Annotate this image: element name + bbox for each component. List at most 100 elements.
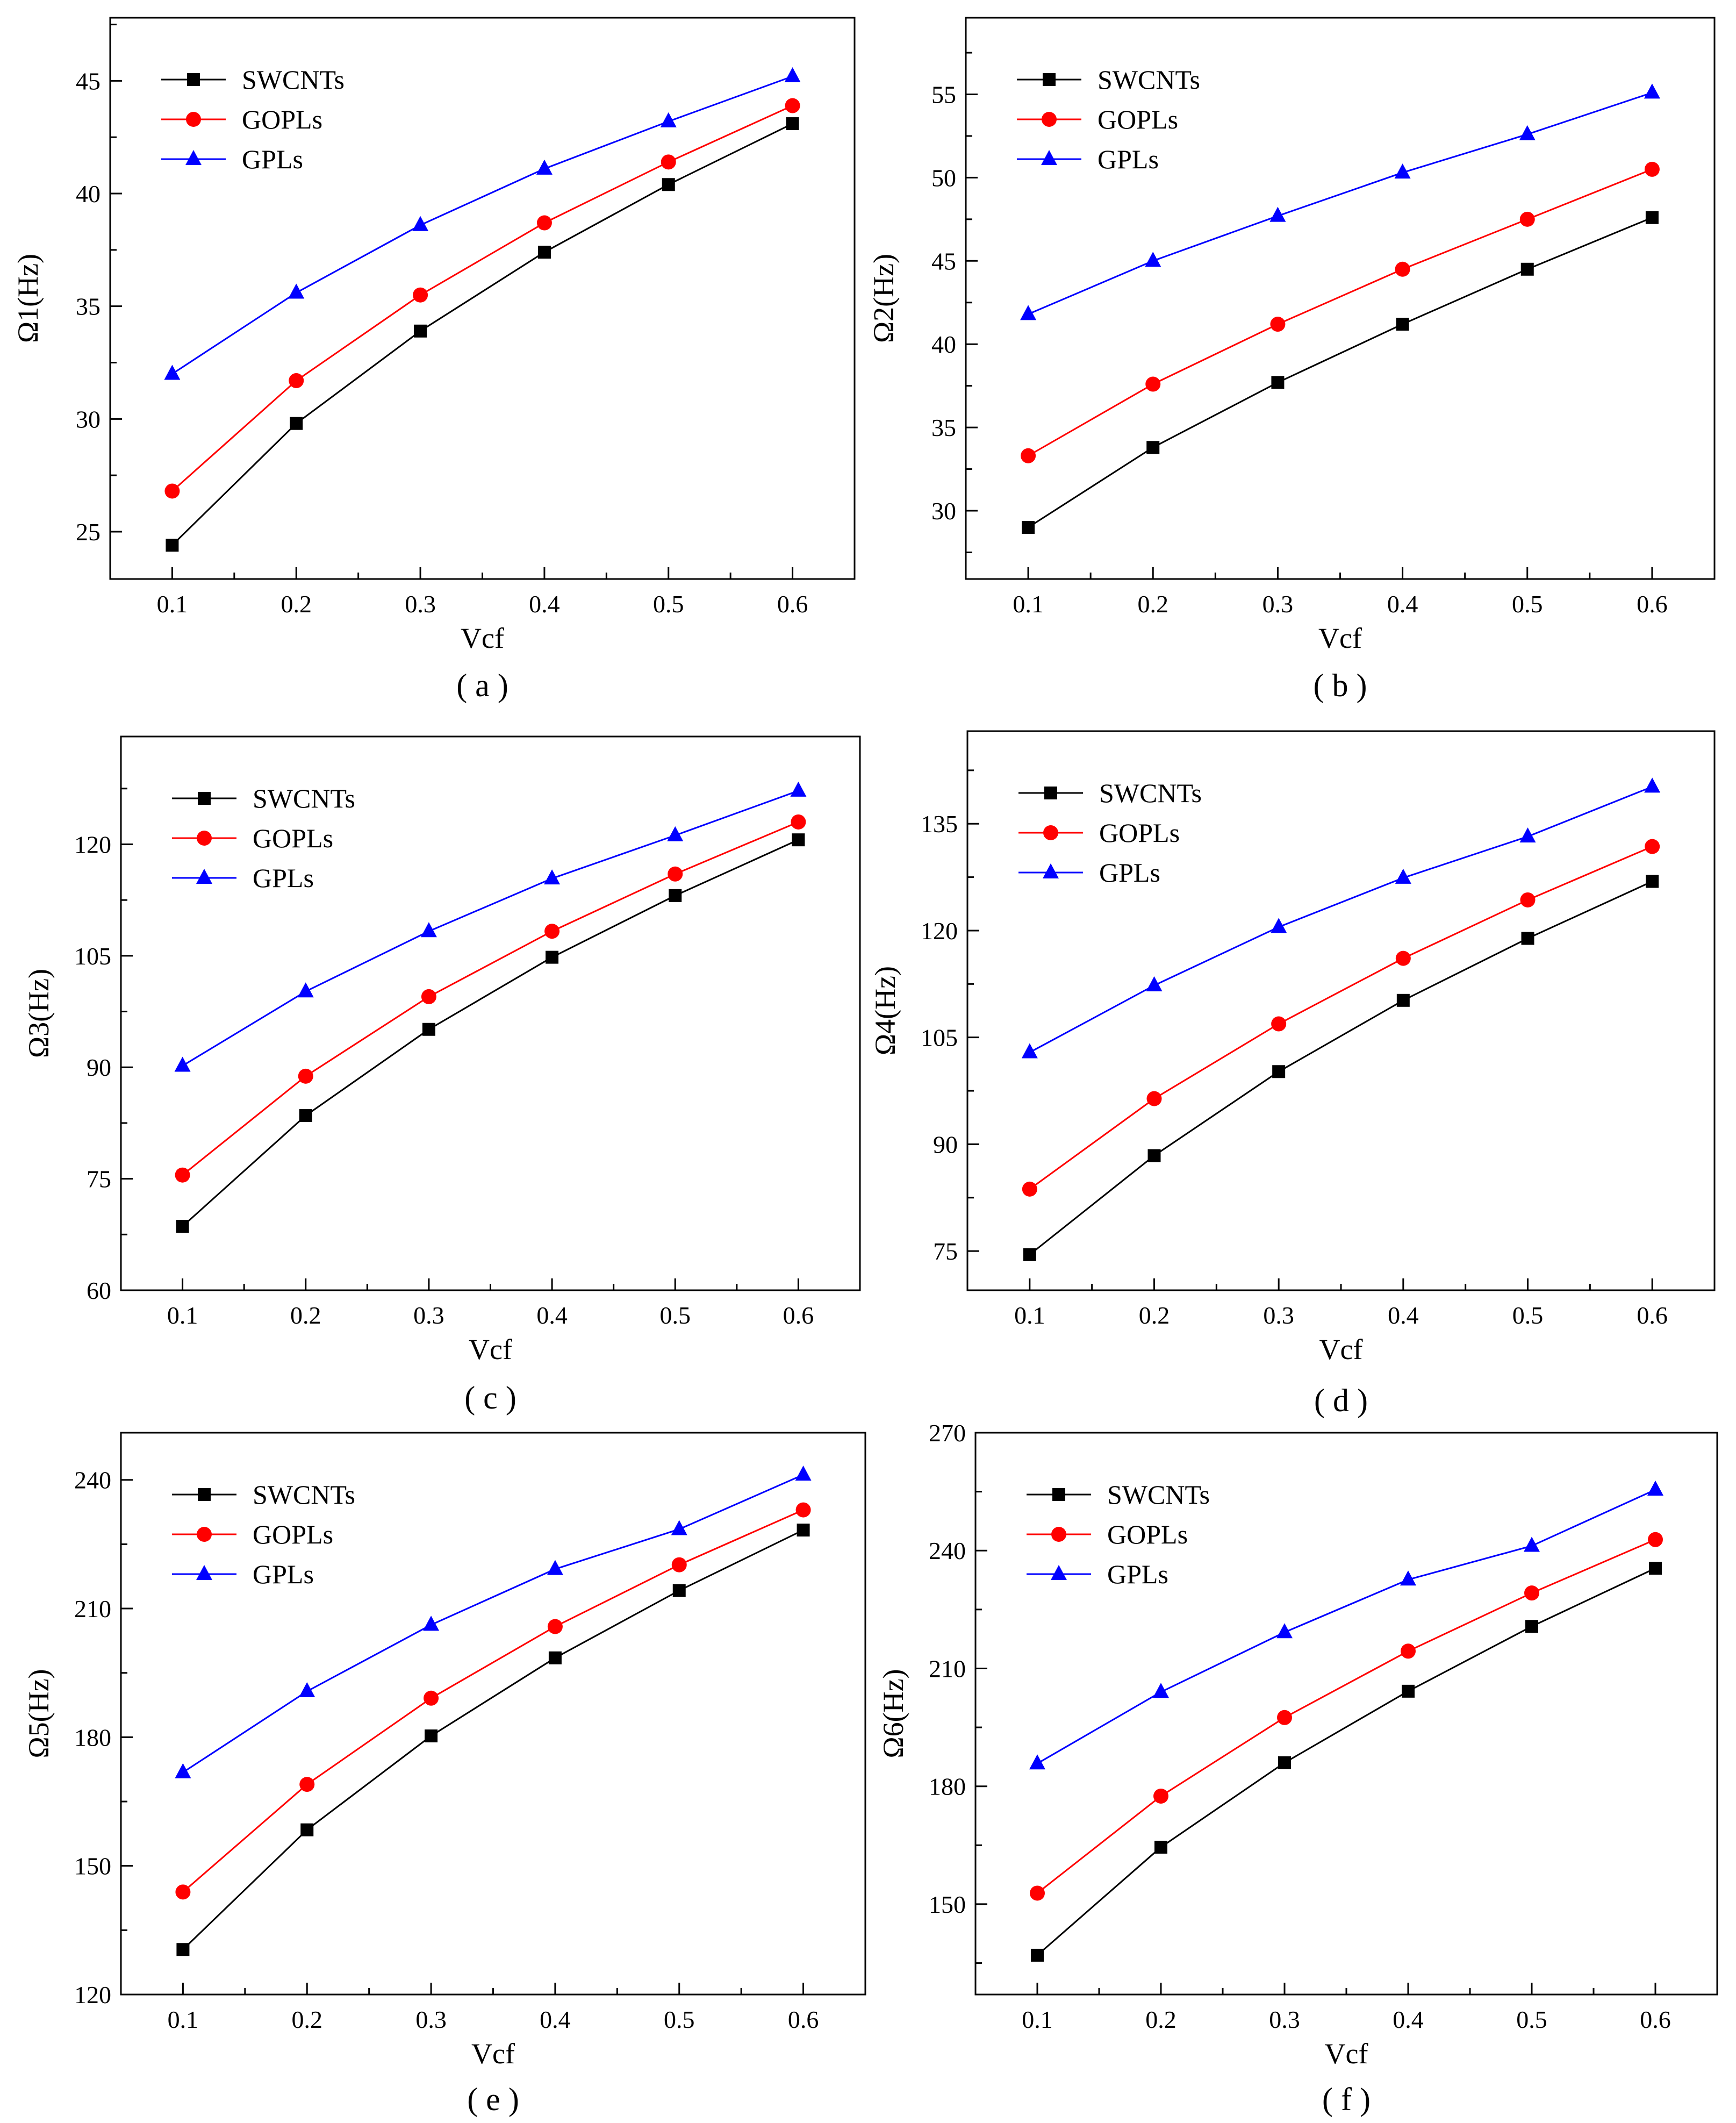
data-point-gpls [297,982,314,998]
chart-panel-a: 0.1 0.2 0.3 0.4 0.5 0.6 25 30 35 40 45 Vcf Ω1(Hz) ( a… [12,17,856,703]
x-tick-label: 0.6 [1637,590,1668,618]
data-point-swcnts [797,1524,810,1537]
data-point-swcnts [1525,1620,1538,1633]
x-tick-label: 0.5 [1516,2006,1547,2033]
y-tick-label: 40 [76,180,101,208]
data-point-gopls [671,1557,687,1572]
data-point-gopls [1395,950,1411,966]
panel-caption: ( f ) [1322,2082,1371,2117]
legend-label-gopls: GOPLs [1099,818,1180,848]
series-line-swcnts [1037,1567,1656,1956]
series-line-swcnts [1029,881,1653,1255]
data-point-swcnts [176,1220,189,1233]
plot-frame [974,1432,1718,1996]
y-tick-label: 75 [933,1238,958,1265]
data-point-swcnts [792,833,805,847]
data-point-swcnts [1147,1149,1161,1162]
x-tick-label: 0.4 [529,590,560,618]
data-point-gpls [1271,918,1287,933]
data-point-gopls [175,1167,190,1183]
data-point-gopls [785,98,800,113]
data-point-swcnts [1154,1840,1167,1854]
data-point-gpls [1647,1480,1663,1496]
legend-marker [1043,825,1058,840]
x-tick-label: 0.6 [777,590,808,618]
series-line-gopls [171,105,793,492]
data-point-gpls [1644,777,1661,793]
data-point-gopls [791,814,806,830]
y-tick-label: 55 [931,81,956,109]
y-axis-label: Ω6(Hz) [877,1669,909,1758]
data-point-gpls [536,159,553,175]
data-point-swcnts [786,117,799,131]
data-point-gopls [544,924,560,939]
legend-label-swcnts: SWCNTs [253,783,355,813]
x-tick-label: 0.2 [290,1302,321,1329]
chart-panel-e: 0.1 0.2 0.3 0.4 0.5 0.6 120 150 180 210 240 Vcf Ω5(H… [23,1432,866,2117]
x-tick-label: 0.3 [413,1302,444,1329]
data-point-gopls [1271,1016,1287,1032]
data-point-swcnts [662,178,675,191]
data-point-gopls [1401,1643,1416,1659]
x-tick-label: 0.3 [1262,590,1294,618]
x-tick-label: 0.4 [1393,2006,1424,2033]
y-tick-label: 40 [931,331,956,358]
data-point-gopls [1153,1788,1168,1804]
y-tick-label: 30 [76,405,101,433]
panel-caption: ( a ) [456,668,508,703]
data-point-swcnts [290,417,303,430]
data-point-swcnts [1022,520,1035,534]
x-tick-label: 0.3 [415,2006,447,2033]
data-point-swcnts [1272,1065,1286,1078]
data-point-gpls [660,112,677,127]
series-line-gpls [1028,91,1653,315]
data-point-gopls [1146,1091,1162,1106]
data-point-swcnts [546,950,559,964]
y-tick-label: 150 [74,1853,111,1880]
legend-label-swcnts: SWCNTs [253,1479,355,1510]
x-tick-label: 0.4 [540,2006,571,2033]
legend-label-gopls: GOPLs [1107,1519,1188,1549]
x-axis-label: Vcf [1318,622,1362,654]
data-point-gopls [1644,161,1660,177]
legend-marker [185,150,202,165]
legend-label-swcnts: SWCNTs [1107,1479,1210,1510]
y-tick-label: 210 [74,1595,111,1622]
series-line-gpls [1037,1489,1656,1764]
data-point-gpls [1395,868,1411,884]
data-point-gopls [1277,1710,1292,1725]
legend-marker [197,831,212,846]
series-line-swcnts [182,1529,804,1950]
data-point-gopls [1270,317,1286,332]
y-tick-label: 120 [74,1981,111,2008]
legend-label-swcnts: SWCNTs [242,65,345,95]
series-line-gpls [182,1474,804,1774]
data-point-gpls [1644,83,1660,99]
x-tick-label: 0.5 [1512,590,1543,618]
data-point-gpls [1394,163,1411,179]
y-axis-label: Ω2(Hz) [867,254,900,343]
plot-frame [120,1432,866,1996]
x-tick-label: 0.2 [1138,590,1169,618]
data-point-swcnts [1031,1948,1044,1962]
legend-marker [1044,787,1057,799]
data-point-gpls [671,1520,687,1535]
series-line-gopls [1028,168,1653,457]
x-tick-label: 0.2 [292,2006,323,2033]
x-tick-label: 0.2 [281,590,312,618]
legend-label-gpls: GPLs [1099,857,1160,888]
data-point-gopls [1145,376,1161,392]
data-point-swcnts [425,1729,438,1742]
legend-marker [187,73,200,86]
series-line-gopls [182,821,799,1176]
y-axis-label: Ω1(Hz) [12,254,44,343]
data-point-gopls [1648,1532,1663,1547]
y-tick-label: 240 [929,1537,966,1564]
data-point-swcnts [300,1823,314,1836]
data-point-gpls [1145,252,1161,267]
data-point-gpls [423,1616,440,1631]
data-point-gopls [424,1690,439,1706]
data-point-gpls [1276,1623,1293,1639]
